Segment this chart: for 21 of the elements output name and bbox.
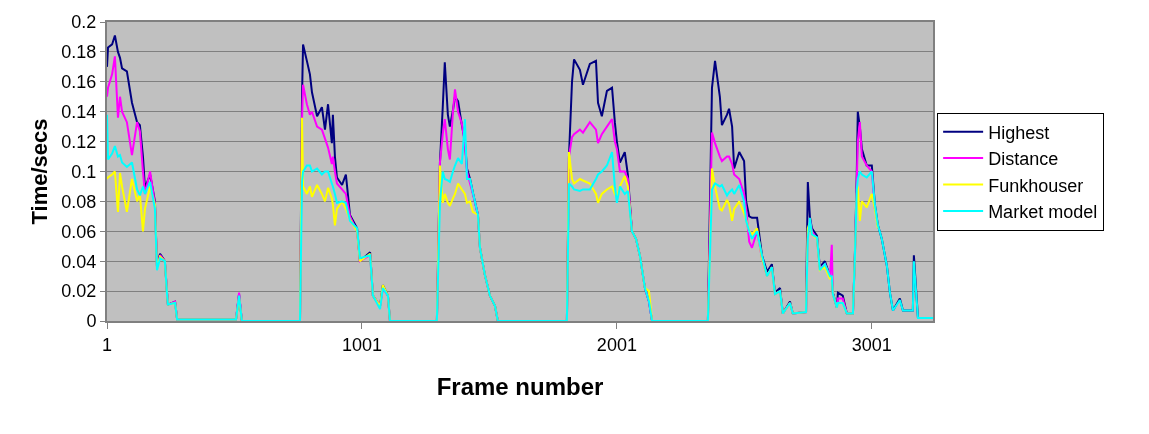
legend-label: Highest [988,122,1050,143]
y-tick-label: 0.08 [61,191,97,212]
legend-label: Funkhouser [988,175,1084,196]
y-tick-label: 0.06 [61,221,97,242]
y-tick-label: 0.04 [61,251,97,272]
y-tick-label: 0.02 [61,281,97,302]
x-tick-label: 2001 [596,334,637,355]
legend-label: Market model [988,201,1098,222]
y-tick-label: 0.2 [71,12,97,33]
y-tick-label: 0.18 [61,42,97,63]
y-tick-label: 0.1 [71,161,97,182]
y-tick-label: 0.12 [61,131,97,152]
y-tick-label: 0 [86,311,97,332]
x-tick-label: 1001 [341,334,382,355]
legend-label: Distance [988,149,1059,170]
y-axis-title: Time/secs [26,118,52,225]
y-tick-label: 0.14 [61,102,97,122]
y-tick-label: 0.16 [61,72,97,93]
x-axis-title: Frame number [436,373,604,401]
x-tick-label: 1 [101,334,113,355]
x-tick-label: 3001 [851,334,892,355]
